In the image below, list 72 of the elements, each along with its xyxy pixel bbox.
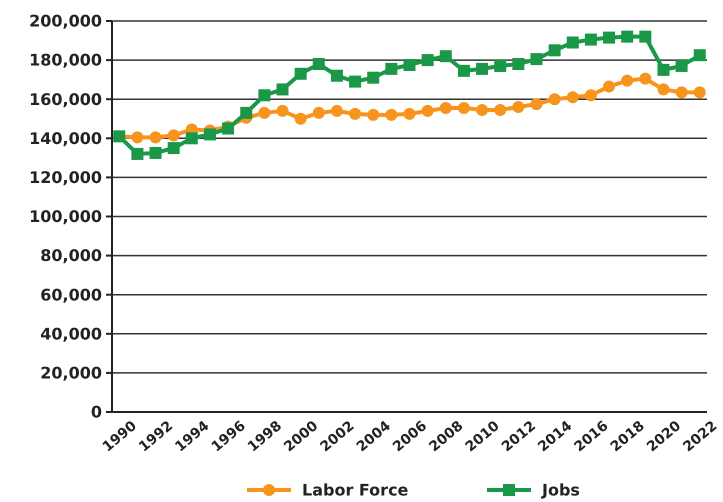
y-tick-label: 200,000 (29, 12, 102, 31)
y-tick-label: 140,000 (29, 128, 102, 148)
point (186, 132, 198, 144)
legend-label: Jobs (541, 480, 580, 500)
point (385, 108, 398, 121)
point (530, 98, 542, 110)
point (294, 68, 307, 80)
legend-label: Labor Force (302, 480, 409, 500)
point (349, 108, 362, 120)
point (440, 102, 452, 114)
point (240, 106, 252, 119)
point (385, 62, 398, 75)
y-tick-label: 20,000 (40, 364, 102, 382)
point (676, 86, 688, 98)
point (458, 64, 470, 77)
point (548, 93, 561, 106)
y-tick-label: 180,000 (29, 50, 102, 70)
point (131, 148, 144, 160)
point (657, 64, 670, 76)
y-tick-label: 80,000 (40, 246, 102, 266)
point (548, 44, 561, 56)
point (657, 83, 670, 96)
point (584, 89, 597, 102)
y-tick-label: 0 (90, 402, 102, 422)
point (367, 72, 380, 84)
point (494, 104, 506, 116)
point (676, 60, 688, 72)
point (694, 86, 706, 98)
point (494, 60, 506, 72)
point (621, 74, 634, 87)
point (349, 76, 362, 88)
point (512, 101, 524, 114)
y-tick-label: 40,000 (40, 324, 102, 344)
point (150, 146, 162, 159)
point (168, 142, 180, 154)
y-tick-label: 60,000 (40, 285, 102, 304)
point (476, 62, 488, 75)
point (603, 80, 616, 92)
point (404, 58, 416, 71)
point (512, 58, 524, 70)
point (276, 83, 289, 96)
y-tick-label: 160,000 (29, 90, 102, 109)
point (639, 72, 652, 85)
point (603, 32, 616, 44)
point (258, 89, 270, 102)
point (330, 70, 343, 82)
point (476, 104, 488, 116)
point (312, 58, 325, 70)
point (639, 30, 652, 43)
point (621, 30, 634, 43)
point (150, 131, 162, 144)
point (131, 131, 144, 144)
point (294, 112, 307, 125)
point (584, 34, 597, 46)
point (330, 104, 343, 117)
point (204, 128, 216, 140)
point (566, 36, 579, 49)
point (168, 129, 180, 142)
point (404, 108, 416, 120)
point (312, 106, 325, 119)
point (367, 108, 380, 121)
point (258, 106, 270, 119)
y-tick-label: 100,000 (29, 207, 102, 226)
point (422, 54, 434, 66)
point (458, 102, 470, 114)
point (276, 104, 289, 117)
point (694, 49, 706, 62)
point (530, 53, 542, 66)
point (566, 91, 579, 104)
point (422, 104, 434, 117)
y-tick-label: 120,000 (29, 168, 102, 187)
point (440, 50, 452, 62)
